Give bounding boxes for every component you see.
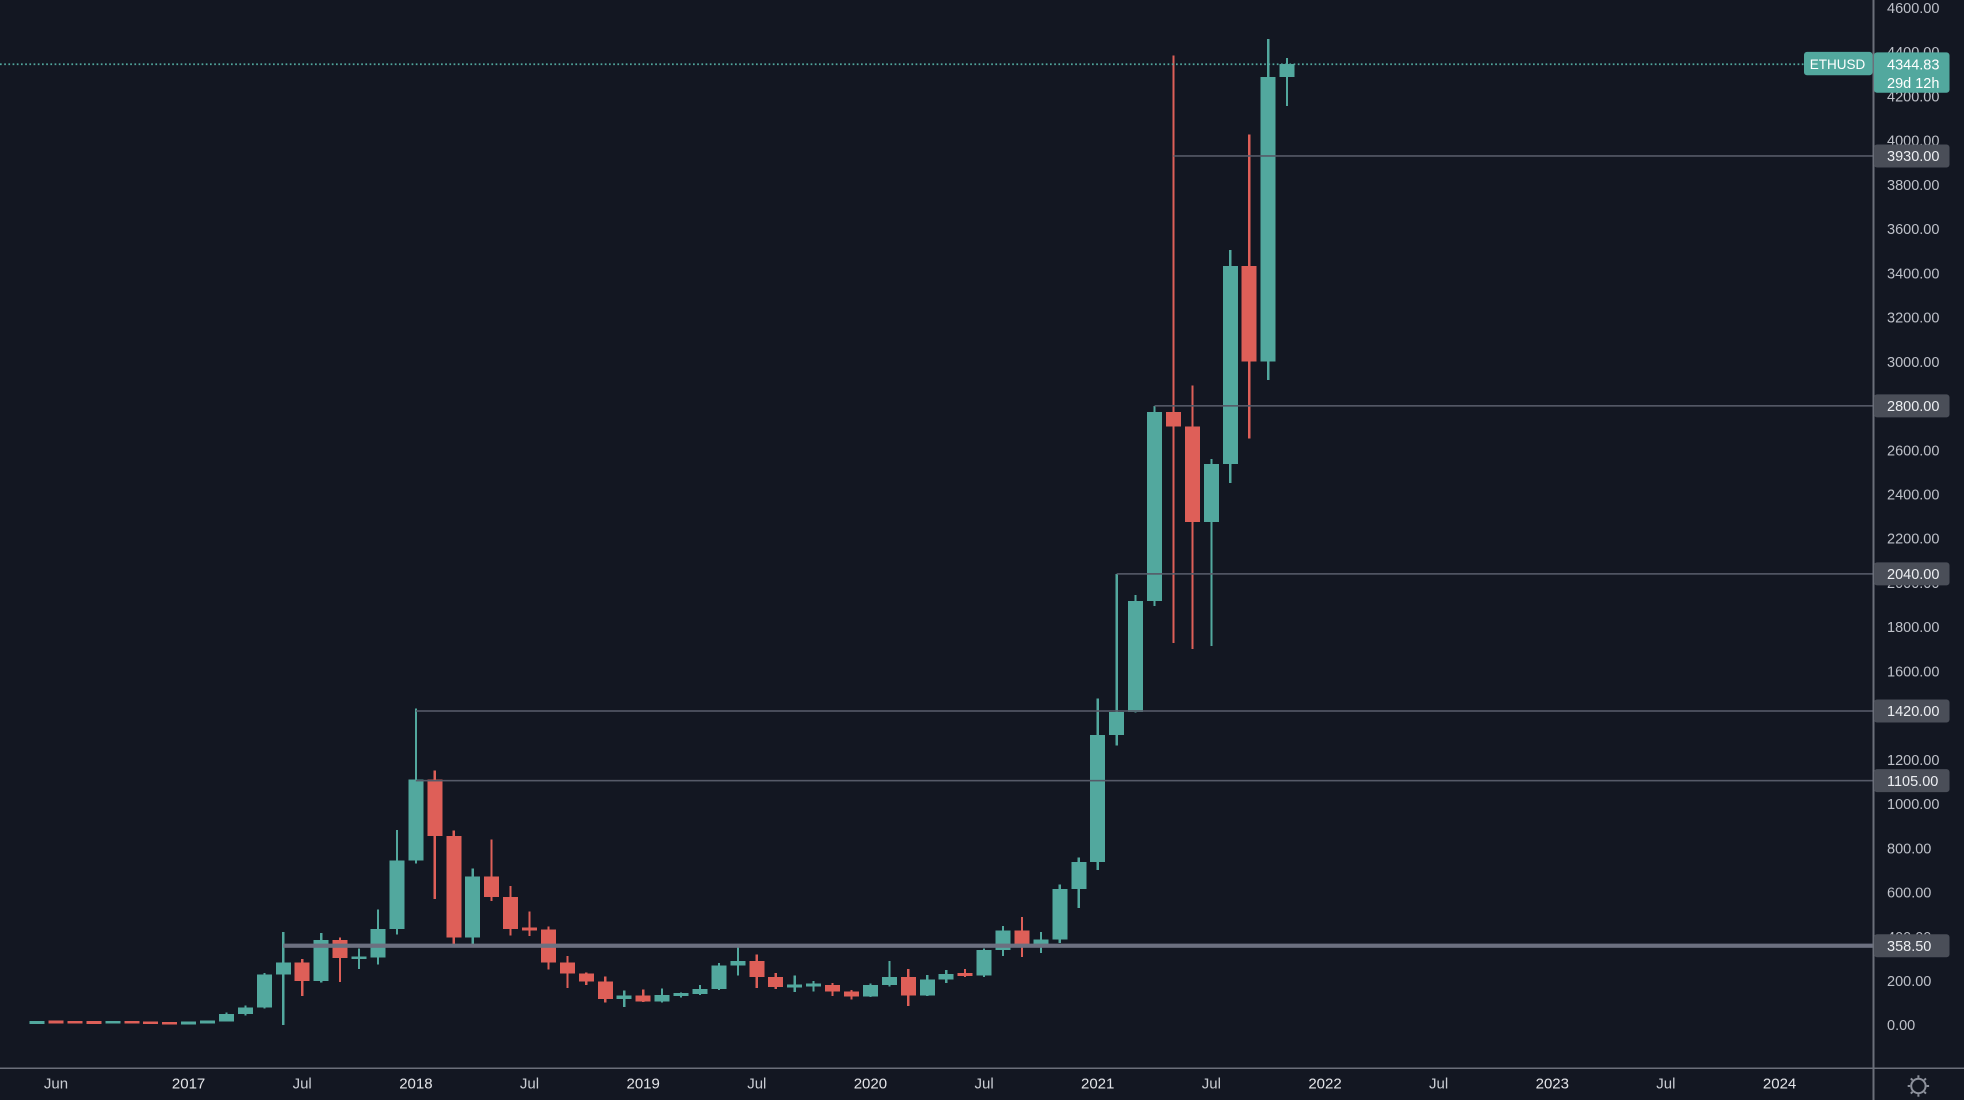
svg-text:200.00: 200.00: [1887, 974, 1931, 990]
svg-text:2022: 2022: [1308, 1076, 1341, 1093]
svg-text:3200.00: 3200.00: [1887, 311, 1939, 327]
svg-text:2018: 2018: [399, 1076, 432, 1093]
svg-text:800.00: 800.00: [1887, 841, 1931, 857]
svg-text:1800.00: 1800.00: [1887, 620, 1939, 636]
svg-text:Jun: Jun: [44, 1076, 68, 1093]
svg-text:Jul: Jul: [747, 1076, 766, 1093]
svg-text:ETHUSD: ETHUSD: [1810, 57, 1866, 72]
svg-text:Jul: Jul: [520, 1076, 539, 1093]
svg-text:Jul: Jul: [293, 1076, 312, 1093]
svg-text:3800.00: 3800.00: [1887, 178, 1939, 194]
svg-text:2023: 2023: [1536, 1076, 1569, 1093]
svg-text:3000.00: 3000.00: [1887, 355, 1939, 371]
svg-text:0.00: 0.00: [1887, 1018, 1915, 1034]
svg-text:1420.00: 1420.00: [1887, 704, 1939, 720]
svg-text:2017: 2017: [172, 1076, 205, 1093]
svg-text:4344.83: 4344.83: [1887, 57, 1939, 73]
svg-text:2020: 2020: [854, 1076, 887, 1093]
svg-text:4600.00: 4600.00: [1887, 1, 1939, 17]
svg-text:2040.00: 2040.00: [1887, 567, 1939, 583]
svg-text:600.00: 600.00: [1887, 886, 1931, 902]
svg-text:2019: 2019: [627, 1076, 660, 1093]
svg-text:3930.00: 3930.00: [1887, 149, 1939, 165]
svg-text:Jul: Jul: [975, 1076, 994, 1093]
svg-text:1105.00: 1105.00: [1887, 774, 1938, 790]
svg-text:2021: 2021: [1081, 1076, 1114, 1093]
svg-text:2800.00: 2800.00: [1887, 399, 1939, 415]
svg-text:358.50: 358.50: [1887, 939, 1931, 955]
svg-text:29d 12h: 29d 12h: [1887, 76, 1939, 92]
svg-text:1600.00: 1600.00: [1887, 664, 1939, 680]
svg-text:2400.00: 2400.00: [1887, 487, 1939, 503]
svg-text:Jul: Jul: [1656, 1076, 1675, 1093]
svg-text:2200.00: 2200.00: [1887, 532, 1939, 548]
svg-text:2024: 2024: [1763, 1076, 1796, 1093]
svg-text:3400.00: 3400.00: [1887, 266, 1939, 282]
svg-text:Jul: Jul: [1429, 1076, 1448, 1093]
svg-text:4200.00: 4200.00: [1887, 89, 1939, 105]
svg-text:Jul: Jul: [1202, 1076, 1221, 1093]
svg-text:1000.00: 1000.00: [1887, 797, 1939, 813]
svg-text:3600.00: 3600.00: [1887, 222, 1939, 238]
svg-text:1200.00: 1200.00: [1887, 753, 1939, 769]
svg-text:2600.00: 2600.00: [1887, 443, 1939, 459]
